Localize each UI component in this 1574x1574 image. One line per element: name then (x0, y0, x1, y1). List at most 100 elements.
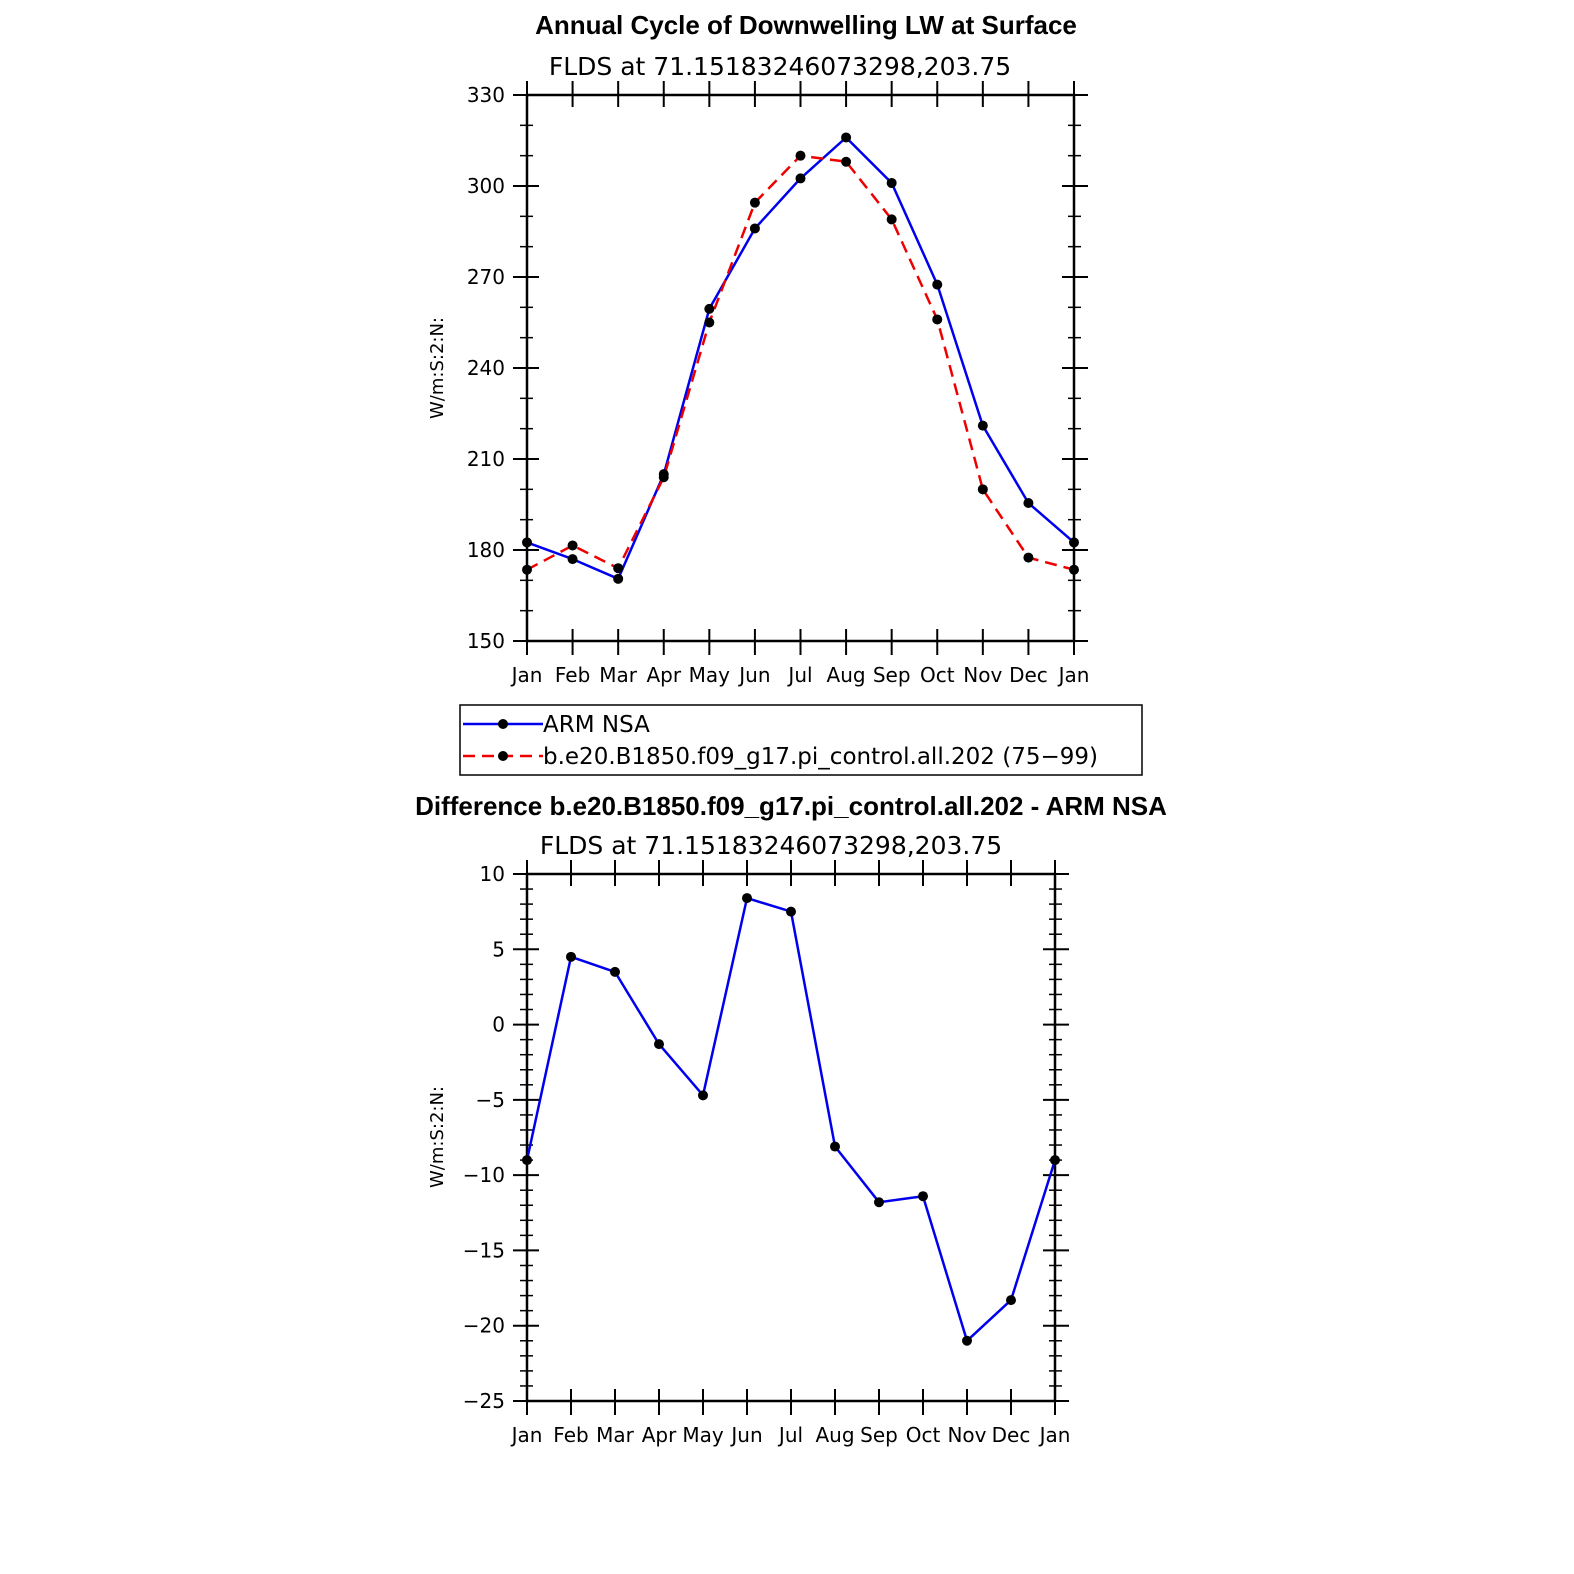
series-line-0 (526, 136, 1075, 581)
x-tick-label: Sep (873, 663, 911, 687)
x-tick-label: Nov (963, 663, 1002, 687)
y-tick-label: 10 (480, 862, 505, 886)
data-point-series-0 (698, 1090, 708, 1101)
data-point-series-0 (786, 906, 796, 917)
y-tick-label: 300 (467, 174, 505, 198)
data-point-series-1 (977, 484, 988, 495)
x-tick-label: Aug (827, 663, 866, 687)
data-point-series-0 (1023, 497, 1034, 508)
data-point-series-0 (830, 1141, 840, 1152)
x-tick-label: Aug (815, 1423, 854, 1447)
legend-label-model: b.e20.B1850.f09_g17.pi_control.all.202 (… (543, 744, 1098, 770)
plot-frame (525, 872, 1057, 1403)
x-tick-label: Dec (1009, 663, 1048, 687)
data-point-series-0 (886, 177, 897, 188)
x-tick-label: Apr (642, 1423, 677, 1447)
data-point-series-0 (962, 1335, 972, 1346)
data-point-series-0 (1069, 537, 1079, 548)
x-tick-label: Mar (599, 663, 638, 687)
x-tick-label: May (689, 663, 731, 687)
data-point-series-1 (749, 197, 760, 208)
y-tick-label: −25 (463, 1389, 505, 1413)
data-point-series-0 (742, 893, 752, 904)
x-tick-label: Dec (992, 1423, 1031, 1447)
chart-title: Annual Cycle of Downwelling LW at Surfac… (535, 10, 1077, 40)
legend-box (459, 704, 1143, 776)
data-point-series-0 (918, 1191, 928, 1202)
x-tick-label: Nov (947, 1423, 986, 1447)
x-tick-label: Jan (510, 663, 543, 687)
data-point-series-0 (566, 951, 576, 962)
data-point-series-0 (932, 279, 943, 290)
y-tick-label: 180 (467, 538, 505, 562)
data-point-series-0 (522, 537, 532, 548)
y-tick-label: −15 (463, 1238, 505, 1262)
data-point-series-1 (795, 150, 806, 161)
y-tick-label: −5 (476, 1088, 505, 1112)
data-point-series-1 (886, 214, 897, 225)
legend-marker-model (498, 751, 508, 761)
x-tick-label: Jun (737, 663, 770, 687)
data-point-series-1 (1023, 552, 1034, 563)
chart-subtitle: FLDS at 71.15183246073298,203.75 (549, 52, 1011, 81)
y-axis-label: W/m:S:2:N: (427, 317, 448, 419)
y-tick-label: 270 (467, 265, 505, 289)
data-point-series-0 (522, 1155, 532, 1166)
y-tick-label: 150 (467, 629, 505, 653)
series-line-0 (525, 896, 1057, 1343)
x-tick-label: Oct (906, 1423, 941, 1447)
series-line-1 (526, 154, 1075, 571)
data-point-series-0 (654, 1039, 664, 1050)
x-tick-label: Jul (777, 1423, 803, 1447)
x-tick-label: Jul (786, 663, 812, 687)
data-point-series-1 (613, 563, 624, 574)
data-point-series-0 (749, 223, 760, 234)
data-point-series-0 (1006, 1295, 1016, 1306)
chart-title: Difference b.e20.B1850.f09_g17.pi_contro… (415, 791, 1167, 821)
data-point-series-0 (567, 554, 578, 565)
data-point-series-0 (795, 173, 806, 184)
x-tick-label: Jun (729, 1423, 762, 1447)
x-tick-label: Mar (596, 1423, 635, 1447)
x-tick-label: Oct (920, 663, 955, 687)
data-point-series-0 (610, 966, 620, 977)
legend-marker-arm-nsa (498, 719, 508, 729)
y-tick-label: 0 (492, 1013, 505, 1037)
chart-subtitle: FLDS at 71.15183246073298,203.75 (540, 831, 1002, 860)
y-tick-label: −10 (463, 1163, 505, 1187)
data-point-series-0 (977, 420, 988, 431)
data-point-series-1 (841, 156, 852, 167)
y-tick-label: 240 (467, 356, 505, 380)
x-tick-label: Jan (510, 1423, 543, 1447)
data-point-series-1 (1069, 564, 1079, 575)
data-point-series-0 (874, 1197, 884, 1208)
data-point-series-1 (658, 472, 669, 483)
data-point-series-1 (932, 314, 943, 325)
data-point-series-0 (613, 573, 624, 584)
data-point-series-1 (567, 540, 578, 551)
data-point-series-0 (1050, 1155, 1060, 1166)
data-point-series-1 (522, 564, 532, 575)
y-tick-label: 330 (467, 83, 505, 107)
x-tick-label: Jan (1057, 663, 1090, 687)
y-tick-label: 5 (492, 937, 505, 961)
x-tick-label: Sep (860, 1423, 898, 1447)
legend-label-arm-nsa: ARM NSA (543, 712, 650, 738)
y-tick-label: 210 (467, 447, 505, 471)
y-axis-label: W/m:S:2:N: (427, 1086, 448, 1188)
data-point-series-0 (704, 303, 715, 314)
data-point-series-1 (704, 317, 715, 328)
x-tick-label: Jan (1038, 1423, 1071, 1447)
legend: ARM NSA b.e20.B1850.f09_g17.pi_control.a… (459, 704, 1143, 776)
annual-cycle-chart: Annual Cycle of Downwelling LW at Surfac… (427, 10, 1143, 776)
x-tick-label: Apr (646, 663, 681, 687)
x-tick-label: May (682, 1423, 724, 1447)
x-tick-label: Feb (555, 663, 590, 687)
y-tick-label: −20 (463, 1314, 505, 1338)
data-point-series-0 (841, 132, 852, 143)
difference-chart: Difference b.e20.B1850.f09_g17.pi_contro… (415, 791, 1167, 1447)
x-tick-label: Feb (553, 1423, 588, 1447)
